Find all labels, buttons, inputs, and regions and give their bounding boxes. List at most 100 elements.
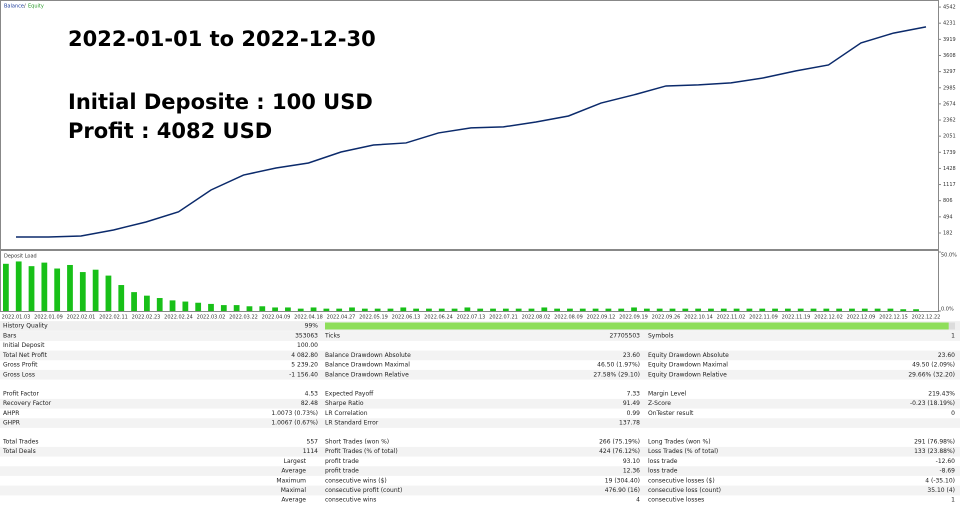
- x-tick-label: 2022.02.23: [132, 315, 161, 321]
- row-bg: [0, 398, 960, 409]
- y-tick-label: 494: [943, 214, 953, 220]
- row-label: OnTester result: [648, 410, 694, 417]
- row-value: 4 (-35.10): [925, 477, 955, 484]
- row-label: consecutive wins ($): [325, 477, 387, 484]
- load-bar: [772, 308, 778, 311]
- row-value: -12.60: [936, 458, 956, 465]
- row-value: 137.78: [619, 420, 640, 427]
- row-value: 219.43%: [928, 391, 955, 398]
- profit-annotation: Profit : 4082 USD: [68, 119, 272, 143]
- row-value: 93.10: [623, 458, 640, 465]
- row-value: 99%: [305, 323, 319, 330]
- row-value: 1: [951, 333, 955, 340]
- load-bar: [323, 308, 330, 311]
- x-tick-label: 2022.06.24: [424, 315, 453, 321]
- balance-line: [16, 26, 927, 238]
- load-bar: [720, 308, 727, 311]
- load-bar: [874, 308, 881, 311]
- load-bar: [426, 308, 432, 311]
- load-bar: [733, 308, 740, 311]
- load-bar: [861, 308, 868, 311]
- row-label: Sharpe Ratio: [325, 400, 364, 407]
- load-bar: [631, 307, 637, 311]
- row-value: 353063: [295, 333, 318, 340]
- y-tick-label: 0.0%: [941, 307, 954, 313]
- x-tick-label: 2022.10.14: [684, 315, 713, 321]
- load-frame: [0, 250, 939, 312]
- load-bar: [695, 308, 702, 311]
- y-tick-label: 3608: [943, 53, 956, 59]
- row-label: Symbols: [648, 333, 673, 340]
- load-bar: [592, 308, 599, 311]
- row-value: 7.33: [627, 391, 641, 398]
- row-value: 1.0067 (0.67%): [271, 420, 318, 427]
- load-bar: [41, 262, 48, 311]
- row-value: 4.53: [305, 391, 319, 398]
- row-value: 19 (304.40): [605, 477, 640, 484]
- row-label: Profit Trades (% of total): [325, 448, 398, 455]
- x-tick-label: 2022.12.09: [847, 315, 876, 321]
- load-bar: [79, 272, 86, 311]
- x-tick-label: 2022.11.09: [749, 315, 778, 321]
- row-label: profit trade: [325, 458, 359, 465]
- load-bar: [259, 306, 266, 311]
- load-bar: [387, 308, 394, 311]
- load-bar: [3, 263, 9, 311]
- y-tick-label: 1117: [943, 182, 956, 188]
- row-label: Z-Score: [648, 400, 671, 407]
- load-bar: [554, 308, 561, 311]
- x-tick-label: 2022.09.19: [619, 315, 648, 321]
- y-tick-label: 3297: [943, 69, 956, 75]
- y-tick-label: 1739: [943, 150, 956, 156]
- row-label: Loss Trades (% of total): [648, 448, 718, 455]
- load-bar: [374, 308, 381, 311]
- row-value: 82.48: [301, 400, 318, 407]
- load-bar: [464, 307, 471, 311]
- x-tick-label: 2022.01.03: [2, 315, 31, 321]
- row-value: 27.58% (29.10): [593, 371, 640, 378]
- row-value: 0: [951, 410, 955, 417]
- load-bar: [182, 301, 189, 311]
- y-tick-label: 4231: [943, 21, 956, 27]
- row-value: 476.90 (16): [605, 487, 640, 494]
- load-bar: [656, 308, 663, 311]
- load-bar: [643, 308, 650, 311]
- row-label: Margin Level: [648, 391, 687, 398]
- load-bar: [836, 308, 843, 311]
- row-value: 133 (23.88%): [914, 448, 955, 455]
- row-label: Average: [281, 468, 306, 475]
- x-tick-label: 2022.11.19: [782, 315, 811, 321]
- x-tick-label: 2022.03.22: [229, 315, 258, 321]
- balance-frame: [0, 0, 939, 250]
- load-bar: [477, 308, 484, 311]
- row-label: Total Net Profit: [2, 352, 48, 359]
- x-tick-label: 2022.09.26: [652, 315, 681, 321]
- row-value: 424 (76.12%): [599, 448, 640, 455]
- row-label: Balance Drawdown Relative: [325, 371, 409, 378]
- y-tick-label: 4542: [943, 5, 956, 11]
- x-tick-label: 2022.01.09: [34, 315, 63, 321]
- row-value: 100.00: [297, 342, 318, 349]
- row-value: 0.99: [627, 410, 641, 417]
- y-tick-label: 2362: [943, 118, 956, 124]
- x-tick-label: 2022.04.09: [262, 315, 291, 321]
- load-bar: [310, 307, 317, 311]
- x-tick-label: 2022.08.02: [522, 315, 551, 321]
- y-tick-label: 2051: [943, 134, 956, 140]
- load-bar: [67, 264, 73, 311]
- row-value: 23.60: [623, 352, 640, 359]
- load-bar: [118, 285, 125, 311]
- x-tick-label: 2022.08.09: [554, 315, 583, 321]
- load-bar: [451, 308, 458, 311]
- load-bar: [669, 308, 676, 311]
- row-value: 4 082.80: [291, 352, 318, 359]
- row-value: 5 239.20: [291, 362, 318, 369]
- row-label: Equity Drawdown Maximal: [648, 362, 728, 369]
- row-label: consecutive loss (count): [648, 487, 721, 494]
- x-tick-label: 2022.02.24: [164, 315, 193, 321]
- row-label: Total Trades: [2, 439, 38, 446]
- row-label: Gross Profit: [3, 362, 38, 369]
- legend-equity: Equity: [28, 4, 44, 10]
- load-bar: [900, 309, 907, 311]
